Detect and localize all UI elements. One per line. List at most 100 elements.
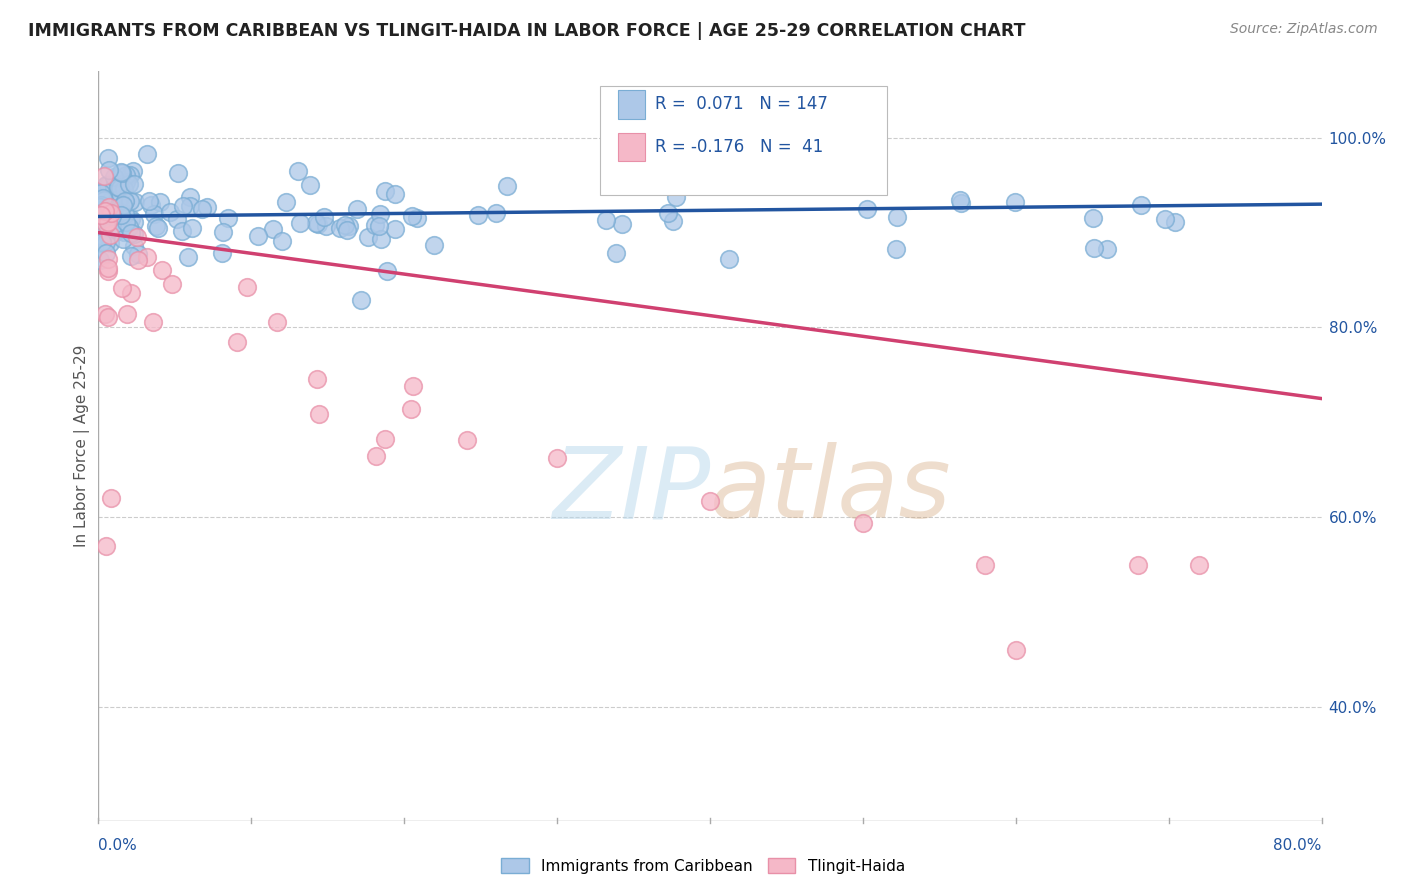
- Point: [94, 178, 117, 193]
- Point: [100, 206, 122, 220]
- Point: [406, 211, 429, 226]
- Point: [124, 215, 146, 229]
- Text: R =  0.071   N = 147: R = 0.071 N = 147: [655, 95, 828, 113]
- Point: [135, 147, 157, 161]
- Point: [91, 191, 114, 205]
- Point: [91, 209, 114, 223]
- Point: [90, 205, 112, 219]
- Point: [94, 204, 117, 219]
- Point: [101, 209, 124, 223]
- Point: [103, 179, 125, 194]
- Point: [127, 252, 149, 267]
- Point: [138, 194, 160, 208]
- Point: [467, 208, 489, 222]
- Point: [90, 208, 112, 222]
- Point: [111, 166, 134, 180]
- Point: [139, 198, 162, 212]
- Point: [90, 228, 112, 243]
- Point: [90, 198, 112, 212]
- Point: [665, 190, 688, 204]
- Point: [226, 335, 249, 350]
- Point: [456, 434, 478, 448]
- Point: [93, 169, 115, 183]
- Point: [145, 219, 167, 233]
- Point: [856, 202, 879, 217]
- Point: [91, 235, 114, 250]
- Y-axis label: In Labor Force | Age 25-29: In Labor Force | Age 25-29: [75, 345, 90, 547]
- Point: [179, 190, 201, 204]
- Point: [97, 205, 120, 219]
- Point: [211, 246, 233, 260]
- Point: [97, 261, 120, 276]
- Point: [1004, 194, 1026, 209]
- Point: [97, 205, 120, 219]
- Point: [94, 245, 117, 260]
- Point: [1004, 643, 1026, 657]
- Point: [288, 216, 311, 230]
- Bar: [619, 90, 645, 119]
- Point: [108, 192, 131, 206]
- Bar: [619, 133, 645, 161]
- Point: [195, 200, 218, 214]
- Point: [298, 178, 321, 192]
- Point: [112, 225, 135, 239]
- Point: [368, 207, 391, 221]
- Point: [401, 210, 423, 224]
- Point: [305, 372, 328, 386]
- Point: [181, 221, 204, 235]
- Point: [287, 164, 309, 178]
- Point: [357, 230, 380, 244]
- FancyBboxPatch shape: [600, 87, 887, 195]
- Point: [122, 238, 145, 252]
- Point: [108, 181, 131, 195]
- Point: [236, 280, 259, 294]
- Point: [142, 315, 165, 329]
- Point: [852, 516, 875, 530]
- Point: [125, 230, 148, 244]
- Point: [101, 219, 124, 234]
- Point: [364, 219, 387, 233]
- Text: ZIP: ZIP: [551, 442, 710, 540]
- Point: [103, 218, 125, 232]
- Point: [1164, 215, 1187, 229]
- Point: [97, 214, 120, 228]
- Point: [336, 222, 359, 236]
- Point: [160, 277, 183, 292]
- Point: [97, 201, 120, 215]
- Point: [247, 229, 270, 244]
- Point: [884, 242, 907, 256]
- Point: [120, 249, 142, 263]
- Point: [384, 187, 406, 202]
- Point: [114, 194, 136, 208]
- Point: [375, 264, 398, 278]
- Point: [159, 205, 181, 219]
- Legend: Immigrants from Caribbean, Tlingit-Haida: Immigrants from Caribbean, Tlingit-Haida: [495, 852, 911, 880]
- Point: [94, 307, 117, 321]
- Point: [337, 219, 360, 233]
- Point: [346, 202, 368, 217]
- Point: [96, 235, 118, 250]
- Point: [115, 168, 138, 182]
- Point: [266, 315, 288, 329]
- Point: [803, 156, 825, 170]
- Point: [367, 219, 389, 233]
- Point: [974, 558, 997, 572]
- Point: [118, 177, 141, 191]
- Point: [96, 310, 118, 325]
- Point: [94, 539, 117, 553]
- Point: [374, 433, 396, 447]
- Point: [110, 205, 132, 219]
- Point: [305, 216, 328, 230]
- Point: [118, 219, 141, 234]
- Point: [93, 221, 115, 235]
- Point: [103, 202, 125, 216]
- Point: [98, 235, 121, 250]
- Point: [217, 211, 239, 226]
- Point: [146, 220, 169, 235]
- Point: [120, 211, 142, 226]
- Point: [717, 252, 740, 267]
- Point: [1083, 211, 1105, 226]
- Point: [97, 151, 120, 165]
- Point: [190, 202, 212, 217]
- Point: [105, 224, 128, 238]
